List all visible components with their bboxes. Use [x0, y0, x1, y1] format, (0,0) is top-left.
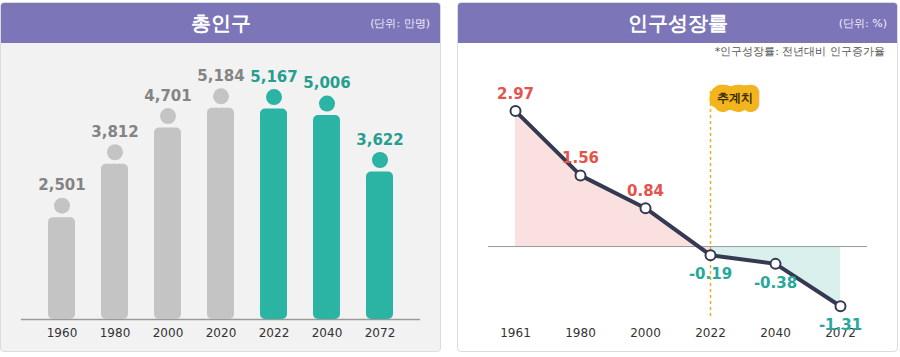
svg-text:3,622: 3,622 — [356, 131, 403, 149]
html-text:(단위: %): (단위: %) — [838, 17, 887, 30]
svg-text:2022: 2022 — [695, 326, 726, 340]
svg-text:4,701: 4,701 — [144, 87, 191, 105]
svg-text:0.84: 0.84 — [627, 182, 664, 200]
svg-text:5,184: 5,184 — [197, 67, 244, 85]
svg-text:2000: 2000 — [630, 326, 661, 340]
svg-text:1980: 1980 — [565, 326, 596, 340]
html-text:(단위: 만명): (단위: 만명) — [370, 17, 430, 30]
svg-text:1961: 1961 — [500, 326, 531, 340]
svg-text:2.97: 2.97 — [497, 85, 534, 103]
svg-text:추계치: 추계치 — [717, 91, 753, 105]
svg-text:2022: 2022 — [259, 326, 290, 340]
html-text:*인구성장률: 전년대비 인구증가율: *인구성장률: 전년대비 인구증가율 — [714, 45, 885, 58]
svg-text:3,812: 3,812 — [91, 123, 138, 141]
svg-text:2040: 2040 — [760, 326, 791, 340]
html-text:총인구: 총인구 — [190, 11, 251, 35]
svg-text:-0.38: -0.38 — [754, 274, 797, 292]
svg-text:5,006: 5,006 — [303, 74, 350, 92]
svg-text:2072: 2072 — [365, 326, 396, 340]
svg-text:1980: 1980 — [100, 326, 131, 340]
svg-text:2,501: 2,501 — [38, 176, 85, 194]
svg-text:2040: 2040 — [312, 326, 343, 340]
html-text:인구성장률: 인구성장률 — [627, 11, 728, 35]
svg-text:1.56: 1.56 — [562, 149, 599, 167]
svg-text:5,167: 5,167 — [250, 68, 297, 86]
svg-text:2000: 2000 — [153, 326, 184, 340]
svg-text:-0.19: -0.19 — [689, 265, 732, 283]
svg-text:2020: 2020 — [206, 326, 237, 340]
svg-text:1960: 1960 — [47, 326, 78, 340]
svg-text:-1.31: -1.31 — [819, 316, 862, 334]
